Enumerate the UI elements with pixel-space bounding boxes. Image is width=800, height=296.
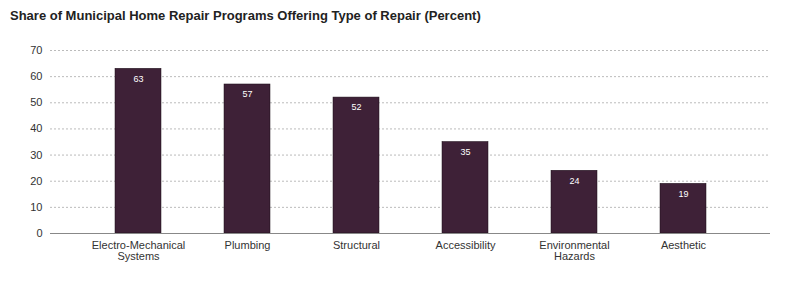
svg-text:Electro-MechanicalSystems: Electro-MechanicalSystems bbox=[92, 239, 186, 262]
html-text:Share of Municipal Home Repair: Share of Municipal Home Repair Programs … bbox=[10, 8, 481, 23]
svg-text:35: 35 bbox=[460, 147, 470, 157]
svg-text:Structural: Structural bbox=[333, 239, 380, 251]
svg-text:Accessibility: Accessibility bbox=[436, 239, 496, 251]
svg-text:Aesthetic: Aesthetic bbox=[661, 239, 707, 251]
svg-text:70: 70 bbox=[30, 44, 42, 56]
svg-text:20: 20 bbox=[30, 175, 42, 187]
svg-text:52: 52 bbox=[351, 102, 361, 112]
svg-text:57: 57 bbox=[242, 89, 252, 99]
svg-text:60: 60 bbox=[30, 70, 42, 82]
svg-text:0: 0 bbox=[36, 227, 42, 239]
svg-text:EnvironmentalHazards: EnvironmentalHazards bbox=[539, 239, 609, 262]
svg-text:50: 50 bbox=[30, 96, 42, 108]
svg-text:40: 40 bbox=[30, 122, 42, 134]
svg-text:63: 63 bbox=[133, 74, 143, 84]
svg-text:10: 10 bbox=[30, 201, 42, 213]
svg-text:19: 19 bbox=[678, 189, 688, 199]
svg-text:Plumbing: Plumbing bbox=[225, 239, 271, 251]
svg-text:24: 24 bbox=[569, 176, 579, 186]
svg-text:30: 30 bbox=[30, 149, 42, 161]
